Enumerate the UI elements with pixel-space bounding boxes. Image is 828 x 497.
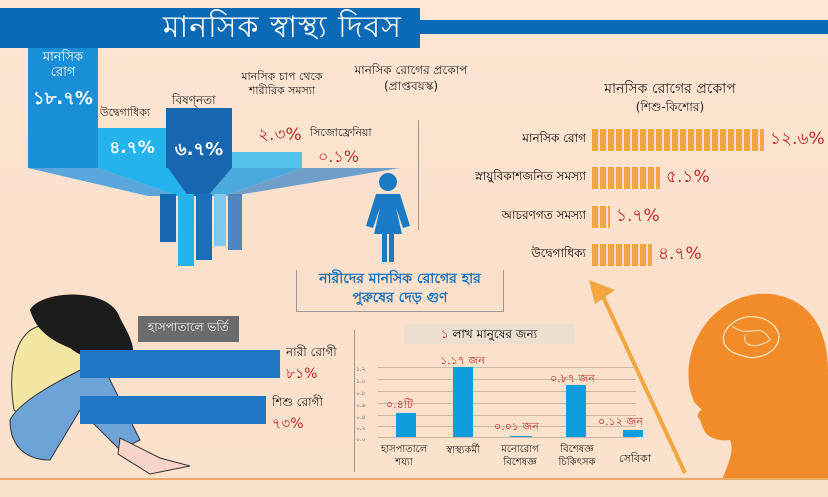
bar-health-workers	[453, 367, 473, 437]
women-note-box: নারীদের মানসিক রোগের হার পুরুষের দেড় গু…	[296, 270, 504, 312]
female-patient-bar	[80, 350, 280, 378]
child-bar	[592, 167, 660, 189]
child-bar	[592, 129, 764, 151]
child-heading: মানসিক রোগের প্রকোপ (শিশু-কিশোর)	[570, 80, 770, 116]
value-label: ০.০১ জন	[494, 420, 539, 433]
hospital-heading: হাসপাতালে ভর্তি	[138, 316, 239, 342]
child-heading-sub: (শিশু-কিশোর)	[635, 100, 705, 114]
chart-axis	[354, 330, 355, 472]
gridline	[378, 426, 636, 427]
gridline	[378, 437, 636, 438]
bar-hospital-beds	[396, 413, 416, 437]
anxiety-label: উদ্বেগাধিক্য	[100, 106, 151, 119]
y-tick: ০.৮	[356, 390, 366, 397]
bottom-rule	[0, 478, 828, 480]
adult-box-ext	[28, 128, 98, 168]
anxiety-box: ৪.৭%	[98, 128, 166, 168]
y-tick: ০.৬	[356, 402, 366, 409]
child-row-1: স্নায়ুবিকাশজনিত সমস্যা ৫.১%	[430, 164, 710, 192]
divider	[418, 120, 419, 230]
bar-specialists	[566, 385, 586, 437]
adult-total-value: ১৮.৭%	[33, 88, 93, 109]
stress-value: ২.৩%	[258, 125, 302, 145]
child-row-3: উদ্বেগাধিক্য ৪.৭%	[430, 241, 702, 269]
value-label: ০.৮৭ জন	[550, 372, 595, 385]
funnel-graphic	[28, 168, 400, 266]
adult-total-box: মানসিক রোগ ১৮.৭%	[28, 48, 98, 130]
child-label: স্নায়ুবিকাশজনিত সমস্যা	[475, 169, 586, 183]
child-patient-bar	[80, 396, 266, 424]
y-tick: ০.০	[356, 436, 366, 443]
depression-box: ৬.৭%	[166, 108, 232, 168]
women-note-line2: পুরুষের দেড় গুণ	[352, 290, 448, 306]
page-title: মানসিক স্বাস্থ্য দিবস	[0, 8, 420, 48]
gridline	[378, 379, 636, 380]
child-patient-label: শিশু রোগী	[272, 395, 323, 409]
gridline	[378, 367, 636, 368]
women-note-line1: নারীদের মানসিক রোগের হার	[319, 271, 481, 287]
adult-heading: মানসিক রোগের প্রকোপ (প্রাপ্তবয়স্ক)	[336, 62, 486, 94]
anxiety-value: ৪.৭%	[109, 138, 155, 158]
adult-heading-sub: (প্রাপ্তবয়স্ক)	[383, 79, 439, 93]
y-tick: ০.২	[356, 425, 366, 432]
schizophrenia-label: সিজোফ্রেনিয়া	[310, 126, 372, 139]
child-row-2: আচরণগত সমস্যা ১.৭%	[430, 203, 660, 231]
child-value: ১.৭%	[616, 206, 660, 226]
child-label: আচরণগত সমস্যা	[501, 208, 587, 222]
value-label: ১.১৭ জন	[440, 354, 485, 367]
child-row-0: মানসিক রোগ ১২.৬%	[430, 126, 825, 154]
child-bar	[592, 244, 652, 266]
gridline	[378, 403, 636, 404]
child-patient-value: ৭৩%	[272, 416, 304, 432]
value-label: ০.৪টি	[386, 398, 413, 411]
schizophrenia-value: ০.১%	[318, 147, 360, 166]
female-patient-value: ৮১%	[286, 366, 318, 382]
x-label: সেবিকা	[619, 452, 651, 465]
bar-nurses	[623, 430, 643, 437]
depression-value: ৬.৭%	[174, 139, 224, 160]
per-lakh-num: ১	[440, 327, 449, 341]
child-label: মানসিক রোগ	[522, 131, 586, 145]
x-label: স্বাস্থ্যকর্মী	[446, 445, 480, 456]
x-label: বিশেষজ্ঞ চিকিৎসক	[558, 444, 596, 468]
y-tick: ১.০	[356, 378, 366, 385]
stress-box	[232, 152, 302, 168]
head-silhouette-icon	[688, 293, 828, 480]
x-label: মনোরোগ বিশেষজ্ঞ	[501, 444, 539, 468]
female-patient-label: নারী রোগী	[286, 345, 337, 359]
value-label: ০.১২ জন	[598, 415, 643, 428]
child-heading-title: মানসিক রোগের প্রকোপ	[604, 81, 736, 97]
arrow-graphic	[589, 280, 687, 474]
y-tick: ১.২	[356, 366, 366, 373]
y-tick: ০.৪	[356, 414, 366, 421]
gridline	[378, 391, 636, 392]
gridline	[378, 415, 636, 416]
child-label: উদ্বেগাধিক্য	[531, 246, 586, 260]
woman-icon	[366, 173, 410, 262]
child-bar	[592, 206, 610, 228]
stress-label: মানসিক চাপ থেকে শারীরিক সমস্যা	[241, 70, 323, 97]
adult-heading-title: মানসিক রোগের প্রকোপ	[354, 63, 468, 77]
child-value: ৪.৭%	[658, 244, 702, 264]
depression-label: বিষণ্নতা	[172, 93, 216, 107]
per-lakh-text: লাখ মানুষের জন্য	[452, 327, 538, 341]
child-value: ৫.১%	[666, 167, 710, 187]
adult-total-label: মানসিক রোগ	[42, 50, 84, 80]
child-value: ১২.৬%	[770, 129, 825, 149]
x-label: হাসপাতালে শয্যা	[380, 444, 428, 468]
sad-woman-illustration	[9, 294, 191, 475]
bar-psychiatrists	[510, 436, 532, 437]
per-lakh-heading: ১ লাখ মানুষের জন্য	[404, 324, 574, 344]
